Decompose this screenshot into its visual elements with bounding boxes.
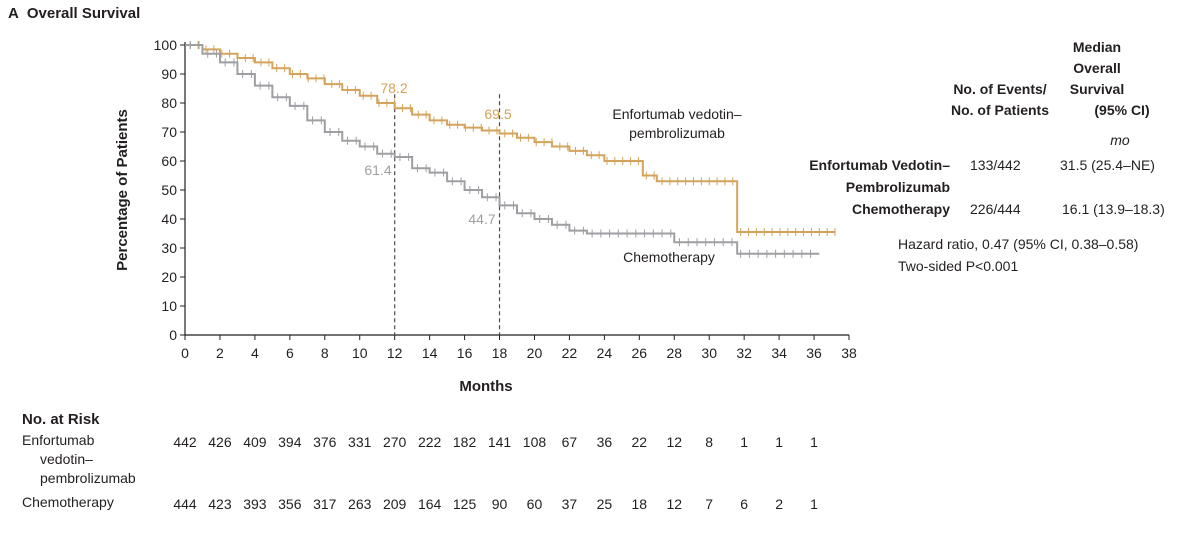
series-label-ev-line2: pembrolizumab <box>629 125 725 141</box>
y-tick-label: 100 <box>154 37 178 53</box>
x-tick-label: 6 <box>286 345 294 361</box>
y-tick-label: 50 <box>161 182 177 198</box>
x-tick-label: 0 <box>181 345 189 361</box>
labels-layer: Percentage of Patients Months Enfortumab… <box>114 80 742 395</box>
x-tick-label: 26 <box>632 345 648 361</box>
censor-marks-chemo <box>189 41 812 258</box>
y-tick-label: 40 <box>161 211 177 227</box>
y-tick-label: 90 <box>161 66 177 82</box>
x-tick-label: 24 <box>597 345 613 361</box>
annotation-chemo-12mo: 61.4 <box>364 162 391 178</box>
panel-letter: A <box>8 5 19 22</box>
x-tick-label: 14 <box>422 345 438 361</box>
y-tick-label: 20 <box>161 269 177 285</box>
y-axis-title: Percentage of Patients <box>114 109 131 271</box>
x-tick-label: 10 <box>352 345 368 361</box>
series-line-chemo <box>185 44 820 255</box>
panel-title: A Overall Survival <box>8 5 140 22</box>
annotation-ev-12mo: 78.2 <box>380 80 407 96</box>
x-tick-label: 38 <box>841 345 857 361</box>
x-tick-label: 18 <box>492 345 508 361</box>
x-axis-title: Months <box>459 378 512 395</box>
series-label-ev-line1: Enfortumab vedotin– <box>612 106 741 122</box>
series-label-chemo: Chemotherapy <box>623 249 715 265</box>
x-tick-label: 8 <box>321 345 329 361</box>
x-tick-label: 16 <box>457 345 473 361</box>
series-layer <box>185 41 836 258</box>
panel-title-text: Overall Survival <box>26 5 141 22</box>
x-tick-label: 12 <box>387 345 403 361</box>
x-tick-label: 30 <box>701 345 717 361</box>
censor-marks-ev <box>189 41 836 237</box>
x-tick-label: 28 <box>666 345 682 361</box>
x-tick-label: 4 <box>251 345 259 361</box>
annotation-chemo-18mo: 44.7 <box>468 211 495 227</box>
y-tick-label: 0 <box>169 327 177 343</box>
series-line-ev <box>185 44 836 234</box>
x-tick-label: 32 <box>736 345 752 361</box>
reference-lines <box>394 94 501 335</box>
x-tick-label: 36 <box>806 345 822 361</box>
annotation-ev-18mo: 69.5 <box>484 106 511 122</box>
x-tick-label: 2 <box>216 345 224 361</box>
x-tick-label: 34 <box>771 345 787 361</box>
y-tick-label: 10 <box>161 298 177 314</box>
x-tick-label: 20 <box>527 345 543 361</box>
y-tick-label: 30 <box>161 240 177 256</box>
y-tick-label: 70 <box>161 124 177 140</box>
y-tick-label: 80 <box>161 95 177 111</box>
y-tick-label: 60 <box>161 153 177 169</box>
x-tick-label: 22 <box>562 345 578 361</box>
